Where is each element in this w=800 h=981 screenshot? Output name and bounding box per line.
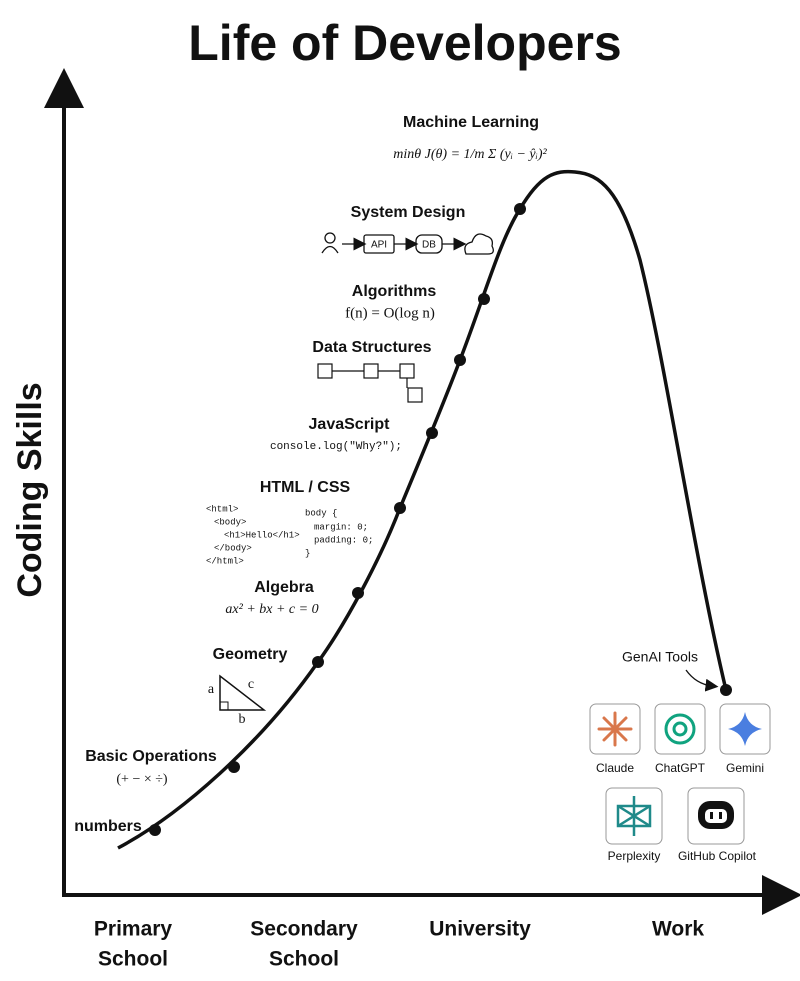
dot — [394, 502, 406, 514]
code-line: margin: 0; — [314, 522, 368, 532]
tool-label: Gemini — [726, 761, 764, 775]
claude-icon — [597, 711, 633, 747]
tool-box — [654, 703, 706, 755]
tool-label: Claude — [596, 761, 634, 775]
stage: University — [429, 918, 531, 941]
tool-icons — [589, 703, 771, 845]
milestone-label: JavaScript — [309, 416, 391, 433]
milestone-label: Geometry — [213, 646, 288, 663]
milestone-dots — [149, 203, 732, 836]
dot — [478, 293, 490, 305]
dot — [149, 824, 161, 836]
system-design-icon — [321, 232, 494, 255]
code-line: } — [305, 548, 310, 558]
tool-label: Perplexity — [608, 849, 661, 863]
stage: School — [269, 948, 339, 971]
node-label: DB — [422, 240, 436, 251]
side-label: a — [208, 682, 215, 697]
node-label: API — [371, 240, 387, 251]
milestone-label: Basic Operations — [85, 748, 217, 765]
stage: Primary — [94, 918, 173, 941]
milestone-detail: ax² + bx + c = 0 — [225, 602, 318, 617]
tool-label: ChatGPT — [655, 761, 706, 775]
milestone-detail: minθ J(θ) = 1/m Σ (yᵢ − ŷᵢ)² — [393, 147, 547, 162]
side-label: b — [239, 712, 246, 727]
code-line: </body> — [214, 543, 252, 553]
code-line: </html> — [206, 556, 244, 566]
milestone-label: HTML / CSS — [260, 479, 351, 496]
milestone-label: Machine Learning — [403, 114, 539, 131]
y-axis-label: Coding Skills — [11, 382, 49, 597]
milestone-label: numbers — [74, 818, 142, 835]
milestone-detail: f(n) = O(log n) — [345, 305, 435, 321]
dot — [514, 203, 526, 215]
dot — [426, 427, 438, 439]
dot — [454, 354, 466, 366]
code-line: body { — [305, 508, 337, 518]
dot — [312, 656, 324, 668]
stage: Work — [652, 918, 704, 941]
title: Life of Developers — [188, 15, 621, 71]
perplexity-icon — [616, 796, 652, 836]
milestone-label: Algorithms — [352, 283, 437, 300]
milestone-detail: console.log("Why?"); — [270, 441, 402, 453]
milestone-label: Data Structures — [312, 339, 431, 356]
genai-label: GenAI Tools — [622, 649, 698, 665]
stage: School — [98, 948, 168, 971]
triangle — [219, 674, 267, 711]
code-line: <body> — [214, 517, 246, 527]
milestone-detail: (+ − × ÷) — [116, 772, 168, 787]
code-line: <html> — [206, 504, 238, 514]
milestone-label: Algebra — [254, 579, 314, 596]
stage: Secondary — [250, 918, 358, 941]
chatgpt-icon — [664, 713, 696, 745]
data-structure-icon — [317, 363, 423, 403]
code-line: padding: 0; — [314, 535, 373, 545]
dot — [228, 761, 240, 773]
gemini-icon — [728, 712, 762, 746]
genai-arrow — [685, 669, 719, 692]
copilot-icon — [698, 801, 734, 829]
tool-label: GitHub Copilot — [678, 849, 757, 863]
dot — [720, 684, 732, 696]
side-label: c — [248, 677, 254, 692]
milestone-label: System Design — [351, 204, 466, 221]
code-line: <h1>Hello</h1> — [224, 530, 300, 540]
dot — [352, 587, 364, 599]
right-angle — [219, 701, 229, 711]
